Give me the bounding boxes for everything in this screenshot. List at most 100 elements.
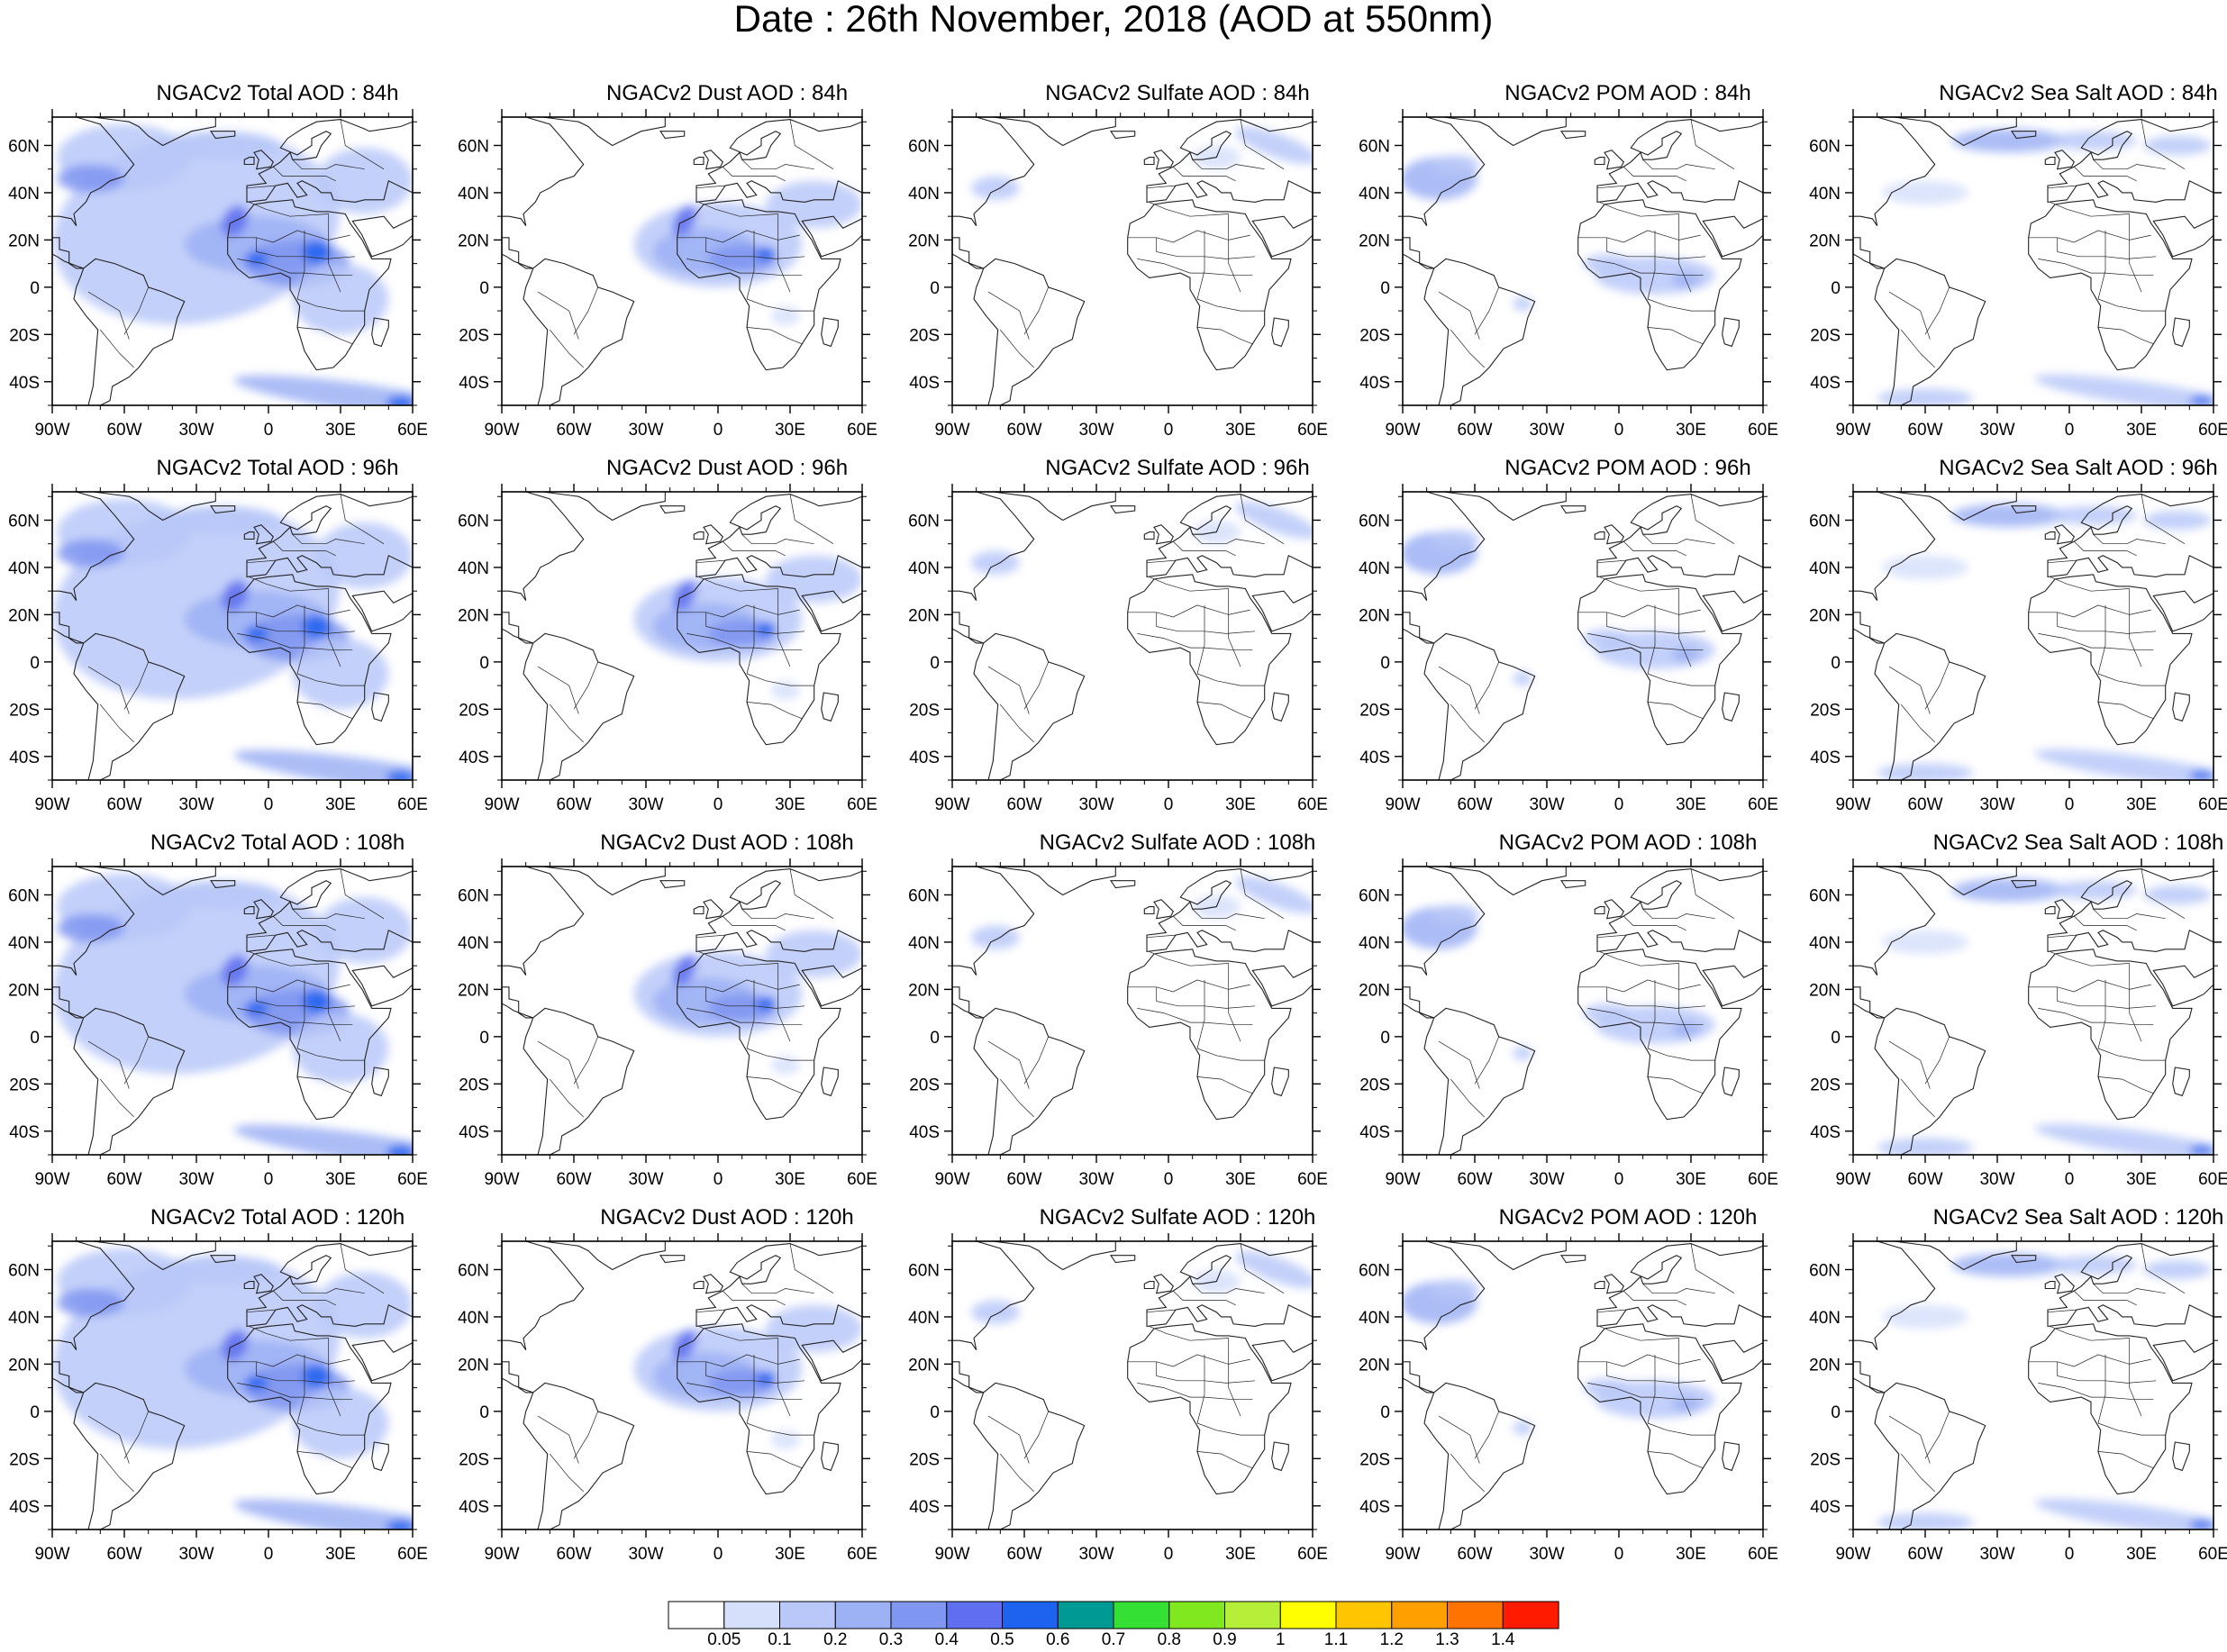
- country-border: [1606, 1361, 1706, 1384]
- aod-plume: [302, 614, 332, 639]
- panel-title: NGACv2 POM AOD : 84h: [1504, 81, 1751, 105]
- country-border: [1192, 159, 1265, 170]
- lon-tick-label: 60W: [106, 421, 141, 440]
- lat-tick-label: 20S: [909, 1450, 940, 1469]
- coastline-north-america: [1853, 492, 1936, 602]
- coastline-britain: [2054, 1274, 2075, 1294]
- lon-tick-label: 60W: [106, 795, 141, 814]
- lon-tick-label: 0: [1164, 1170, 1174, 1189]
- country-border: [987, 666, 1030, 714]
- lon-tick-label: 30W: [628, 1545, 663, 1564]
- map-panel-total: NGACv2 Total AOD : 84h 90W 60W 30W 0 30E 60E 60…: [8, 81, 503, 446]
- country-border: [249, 1326, 329, 1341]
- aod-plume: [1235, 1250, 1313, 1289]
- country-border: [246, 1309, 277, 1313]
- country-border: [296, 327, 353, 345]
- coastline-europe: [695, 119, 862, 204]
- country-border: [296, 1048, 365, 1061]
- lon-tick-label: 60W: [1907, 795, 1942, 814]
- aod-plume: [2143, 1260, 2212, 1279]
- lon-tick-label: 90W: [934, 1545, 969, 1564]
- country-border: [87, 291, 130, 340]
- country-border: [746, 673, 814, 686]
- country-border: [1438, 1415, 1480, 1464]
- lon-tick-label: 60E: [397, 1170, 428, 1189]
- aod-plume: [292, 1387, 389, 1459]
- coastline-north-america: [1853, 867, 1936, 976]
- aod-plume: [316, 1272, 413, 1339]
- coastline-south-america: [973, 258, 1086, 405]
- country-border: [1647, 979, 1656, 1049]
- country-border: [550, 329, 584, 368]
- aod-field: [53, 873, 413, 1155]
- country-border: [1678, 1338, 1692, 1417]
- country-border: [296, 702, 353, 720]
- coastline-madagascar: [1722, 1441, 1740, 1472]
- coastline-europe: [1146, 1243, 1313, 1328]
- lat-tick-label: 40S: [1359, 1123, 1390, 1142]
- aod-field: [53, 498, 413, 780]
- lon-tick-label: 60E: [2198, 1545, 2227, 1564]
- country-border: [1642, 1283, 1715, 1294]
- lat-tick-label: 20S: [1810, 1076, 1841, 1094]
- country-border: [2141, 1243, 2186, 1293]
- colorbar-swatch: [1335, 1601, 1393, 1629]
- map-frame: [951, 866, 1313, 1156]
- colorbar-label: 1: [1276, 1630, 1286, 1647]
- lat-tick-label: 40N: [1359, 185, 1390, 204]
- coastline-greenland: [1894, 117, 2017, 147]
- country-border: [1127, 979, 1250, 993]
- lon-tick-label: 30E: [1225, 1545, 1256, 1564]
- lat-tick-label: 40N: [908, 559, 940, 578]
- coastline-europe: [695, 868, 862, 953]
- coastline-africa: [227, 1323, 392, 1495]
- country-border: [1000, 1453, 1034, 1493]
- lon-tick-label: 30E: [1676, 1170, 1706, 1189]
- coastline-madagascar: [371, 1067, 389, 1097]
- coastline-arabia: [2152, 1339, 2213, 1382]
- lon-tick-label: 30E: [775, 1545, 805, 1564]
- country-border: [1156, 237, 1256, 259]
- map-frame: [51, 491, 414, 781]
- lon-tick-label: 60W: [106, 1545, 141, 1564]
- coastline-arabia: [801, 590, 862, 632]
- coastline-madagascar: [821, 317, 839, 348]
- lon-tick-label: 90W: [934, 795, 969, 814]
- colorbar-label: 0.2: [823, 1630, 847, 1647]
- lat-tick-label: 40S: [1359, 749, 1390, 767]
- country-border: [237, 633, 353, 651]
- aod-plume: [2050, 1255, 2137, 1275]
- coastline-ireland: [243, 157, 255, 166]
- country-border: [2028, 1354, 2151, 1367]
- aod-plume: [766, 930, 862, 978]
- coastline-ireland: [693, 906, 704, 915]
- country-border: [573, 1411, 599, 1459]
- country-border: [2074, 540, 2137, 557]
- country-border: [1596, 185, 1627, 189]
- map-panel-seasalt: NGACv2 Sea Salt AOD : 96h 90W 60W 30W 0 30E 60…: [1809, 456, 2227, 821]
- coastline-iceland: [2010, 131, 2037, 140]
- coastlines: [502, 492, 862, 780]
- lat-tick-label: 20N: [1359, 231, 1390, 250]
- coastlines: [502, 867, 862, 1155]
- country-border: [2097, 1354, 2106, 1424]
- country-border: [1901, 329, 1935, 368]
- lat-tick-label: 40N: [908, 1309, 940, 1328]
- map-plot: 90W 60W 30W 0 30E 60E 60N 40N 20N 0 20S 40S: [8, 1233, 428, 1564]
- lat-tick-label: 40S: [1810, 1498, 1841, 1517]
- aod-plume: [2143, 136, 2212, 155]
- coastline-africa: [227, 949, 392, 1121]
- lat-tick-label: 0: [1380, 1029, 1390, 1048]
- aod-plume: [244, 1375, 268, 1391]
- lon-tick-label: 30W: [1979, 1545, 2014, 1564]
- country-border: [2028, 979, 2151, 993]
- map-panel-sulfate: NGACv2 Sulfate AOD : 84h 90W 60W 30W 0 30E 60E…: [908, 81, 1403, 446]
- coastline-europe: [1596, 1243, 1763, 1328]
- country-border: [1438, 291, 1480, 340]
- lat-tick-label: 0: [479, 1403, 489, 1422]
- coastline-ireland: [1143, 906, 1155, 915]
- lat-tick-label: 40S: [459, 1123, 489, 1142]
- lat-tick-label: 20N: [458, 1356, 489, 1375]
- country-border: [296, 604, 305, 675]
- map-plot: 90W 60W 30W 0 30E 60E 60N 40N 20N 0 20S 40S: [8, 484, 428, 814]
